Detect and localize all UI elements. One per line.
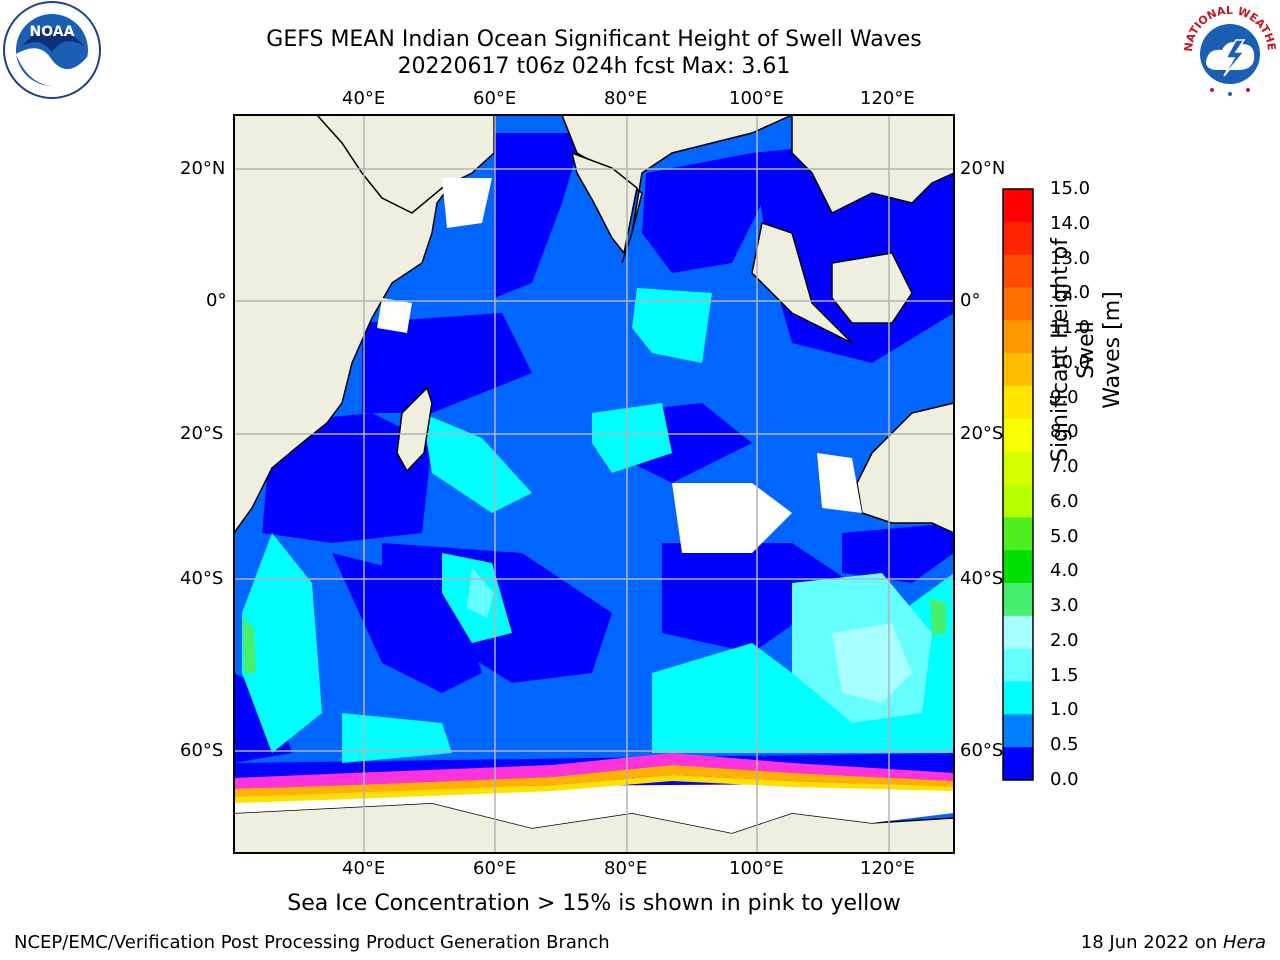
colorbar-label: 14.0 [1050,212,1091,234]
lat-tick-right-0: 0° [960,290,981,311]
colorbar-label: 15.0 [1050,178,1091,199]
land-indochina-sumatra [751,222,853,344]
nws-logo: NATIONAL WEATHER SERVICE [1178,0,1278,98]
land-borneo-indonesia [831,252,913,324]
colorbar-label: 6.0 [1050,490,1079,512]
colorbar-label: 2.0 [1050,629,1079,651]
colorbar-label: 7.0 [1050,456,1079,478]
land-masses [233,114,955,854]
colorbar-cell-14 [1003,648,1033,682]
graticule [234,115,954,853]
colorbar-label: 13.0 [1050,247,1091,269]
land-australia [856,402,955,535]
swell-height-map [233,114,955,854]
swell-zone-3.0-4.0m [242,598,946,673]
land-arabian-peninsula [315,114,495,214]
colorbar-cell-13 [1003,615,1033,650]
colorbar-cell-0 [1003,189,1033,223]
swell-zone-2.0-3.0m [832,623,912,703]
colorbar-cell-12 [1003,583,1033,617]
colorbar-label: 11.0 [1050,317,1091,339]
colorbar-cell-10 [1003,517,1033,551]
colorbar-cell-15 [1003,681,1033,715]
lat-tick-right-40s: 40°S [960,568,1004,589]
colorbar-label: 0.5 [1050,734,1079,756]
colorbar-cell-7 [1003,418,1033,453]
sea-ice-caption: Sea Ice Concentration > 15% is shown in … [287,891,901,916]
lat-tick-left-20s: 20°S [180,423,224,444]
map-frame [233,114,955,854]
title-line-2: 20220617 t06z 024h fcst Max: 3.61 [397,54,791,79]
colorbar-label: 12.0 [1050,282,1091,304]
land-madagascar [396,386,433,473]
colorbar-cell-4 [1003,320,1033,354]
lon-tick-top-40e: 40°E [342,88,386,109]
lon-tick-bottom-80e: 80°E [604,858,648,879]
lat-tick-right-20n: 20°N [960,158,1006,179]
lon-tick-top-100e: 100°E [729,88,784,109]
colorbar-cell-9 [1003,484,1033,518]
colorbar-title: Significant Height of Swell Waves [m] [1048,237,1125,463]
colorbar-frame [1002,188,1034,781]
colorbar-cell-3 [1003,287,1033,321]
colorbar-cell-16 [1003,714,1033,748]
title-line-1: GEFS MEAN Indian Ocean Significant Heigh… [266,27,922,52]
sea-ice-edge [234,753,954,803]
lon-tick-bottom-120e: 120°E [860,858,915,879]
footer-credit: NCEP/EMC/Verification Post Processing Pr… [14,932,610,953]
colorbar [1002,188,1034,781]
colorbar-cell-8 [1003,451,1033,485]
colorbar-cell-1 [1003,221,1033,256]
colorbar-cell-17 [1003,747,1033,781]
colorbar-cell-5 [1003,353,1033,387]
footer-date: 18 Jun 2022 on Hera [1081,932,1266,953]
colorbar-cell-2 [1003,254,1033,288]
colorbar-cell-6 [1003,386,1033,420]
lon-tick-bottom-60e: 60°E [473,858,517,879]
lat-tick-left-60s: 60°S [180,740,224,761]
colorbar-label: 10.0 [1050,351,1091,373]
lat-tick-right-60s: 60°S [960,740,1004,761]
svg-text:NOAA: NOAA [30,24,75,40]
lat-tick-left-40s: 40°S [180,568,224,589]
noaa-logo: NOAA [3,1,101,99]
footer-host: Hera [1222,932,1266,953]
colorbar-label: 3.0 [1050,595,1079,617]
colorbar-cell-11 [1003,550,1033,584]
colorbar-cells [1003,189,1033,781]
colorbar-label: 1.0 [1050,699,1079,721]
lat-tick-right-20s: 20°S [960,423,1004,444]
lon-tick-top-60e: 60°E [473,88,517,109]
colorbar-label: 1.5 [1050,664,1079,686]
colorbar-label: 0.0 [1050,769,1079,790]
lon-tick-top-80e: 80°E [604,88,648,109]
lon-tick-bottom-100e: 100°E [729,858,784,879]
lon-tick-bottom-40e: 40°E [342,858,386,879]
colorbar-label: 9.0 [1050,386,1079,408]
colorbar-label: 8.0 [1050,421,1079,443]
footer-date-text: 18 Jun 2022 on [1080,932,1223,953]
lon-tick-top-120e: 120°E [860,88,915,109]
colorbar-label: 4.0 [1050,560,1079,582]
colorbar-label: 5.0 [1050,525,1079,547]
lat-tick-left-20n: 20°N [180,158,226,179]
lat-tick-left-0: 0° [206,290,227,311]
land-india-peninsula [570,151,638,255]
land-india [494,114,793,264]
